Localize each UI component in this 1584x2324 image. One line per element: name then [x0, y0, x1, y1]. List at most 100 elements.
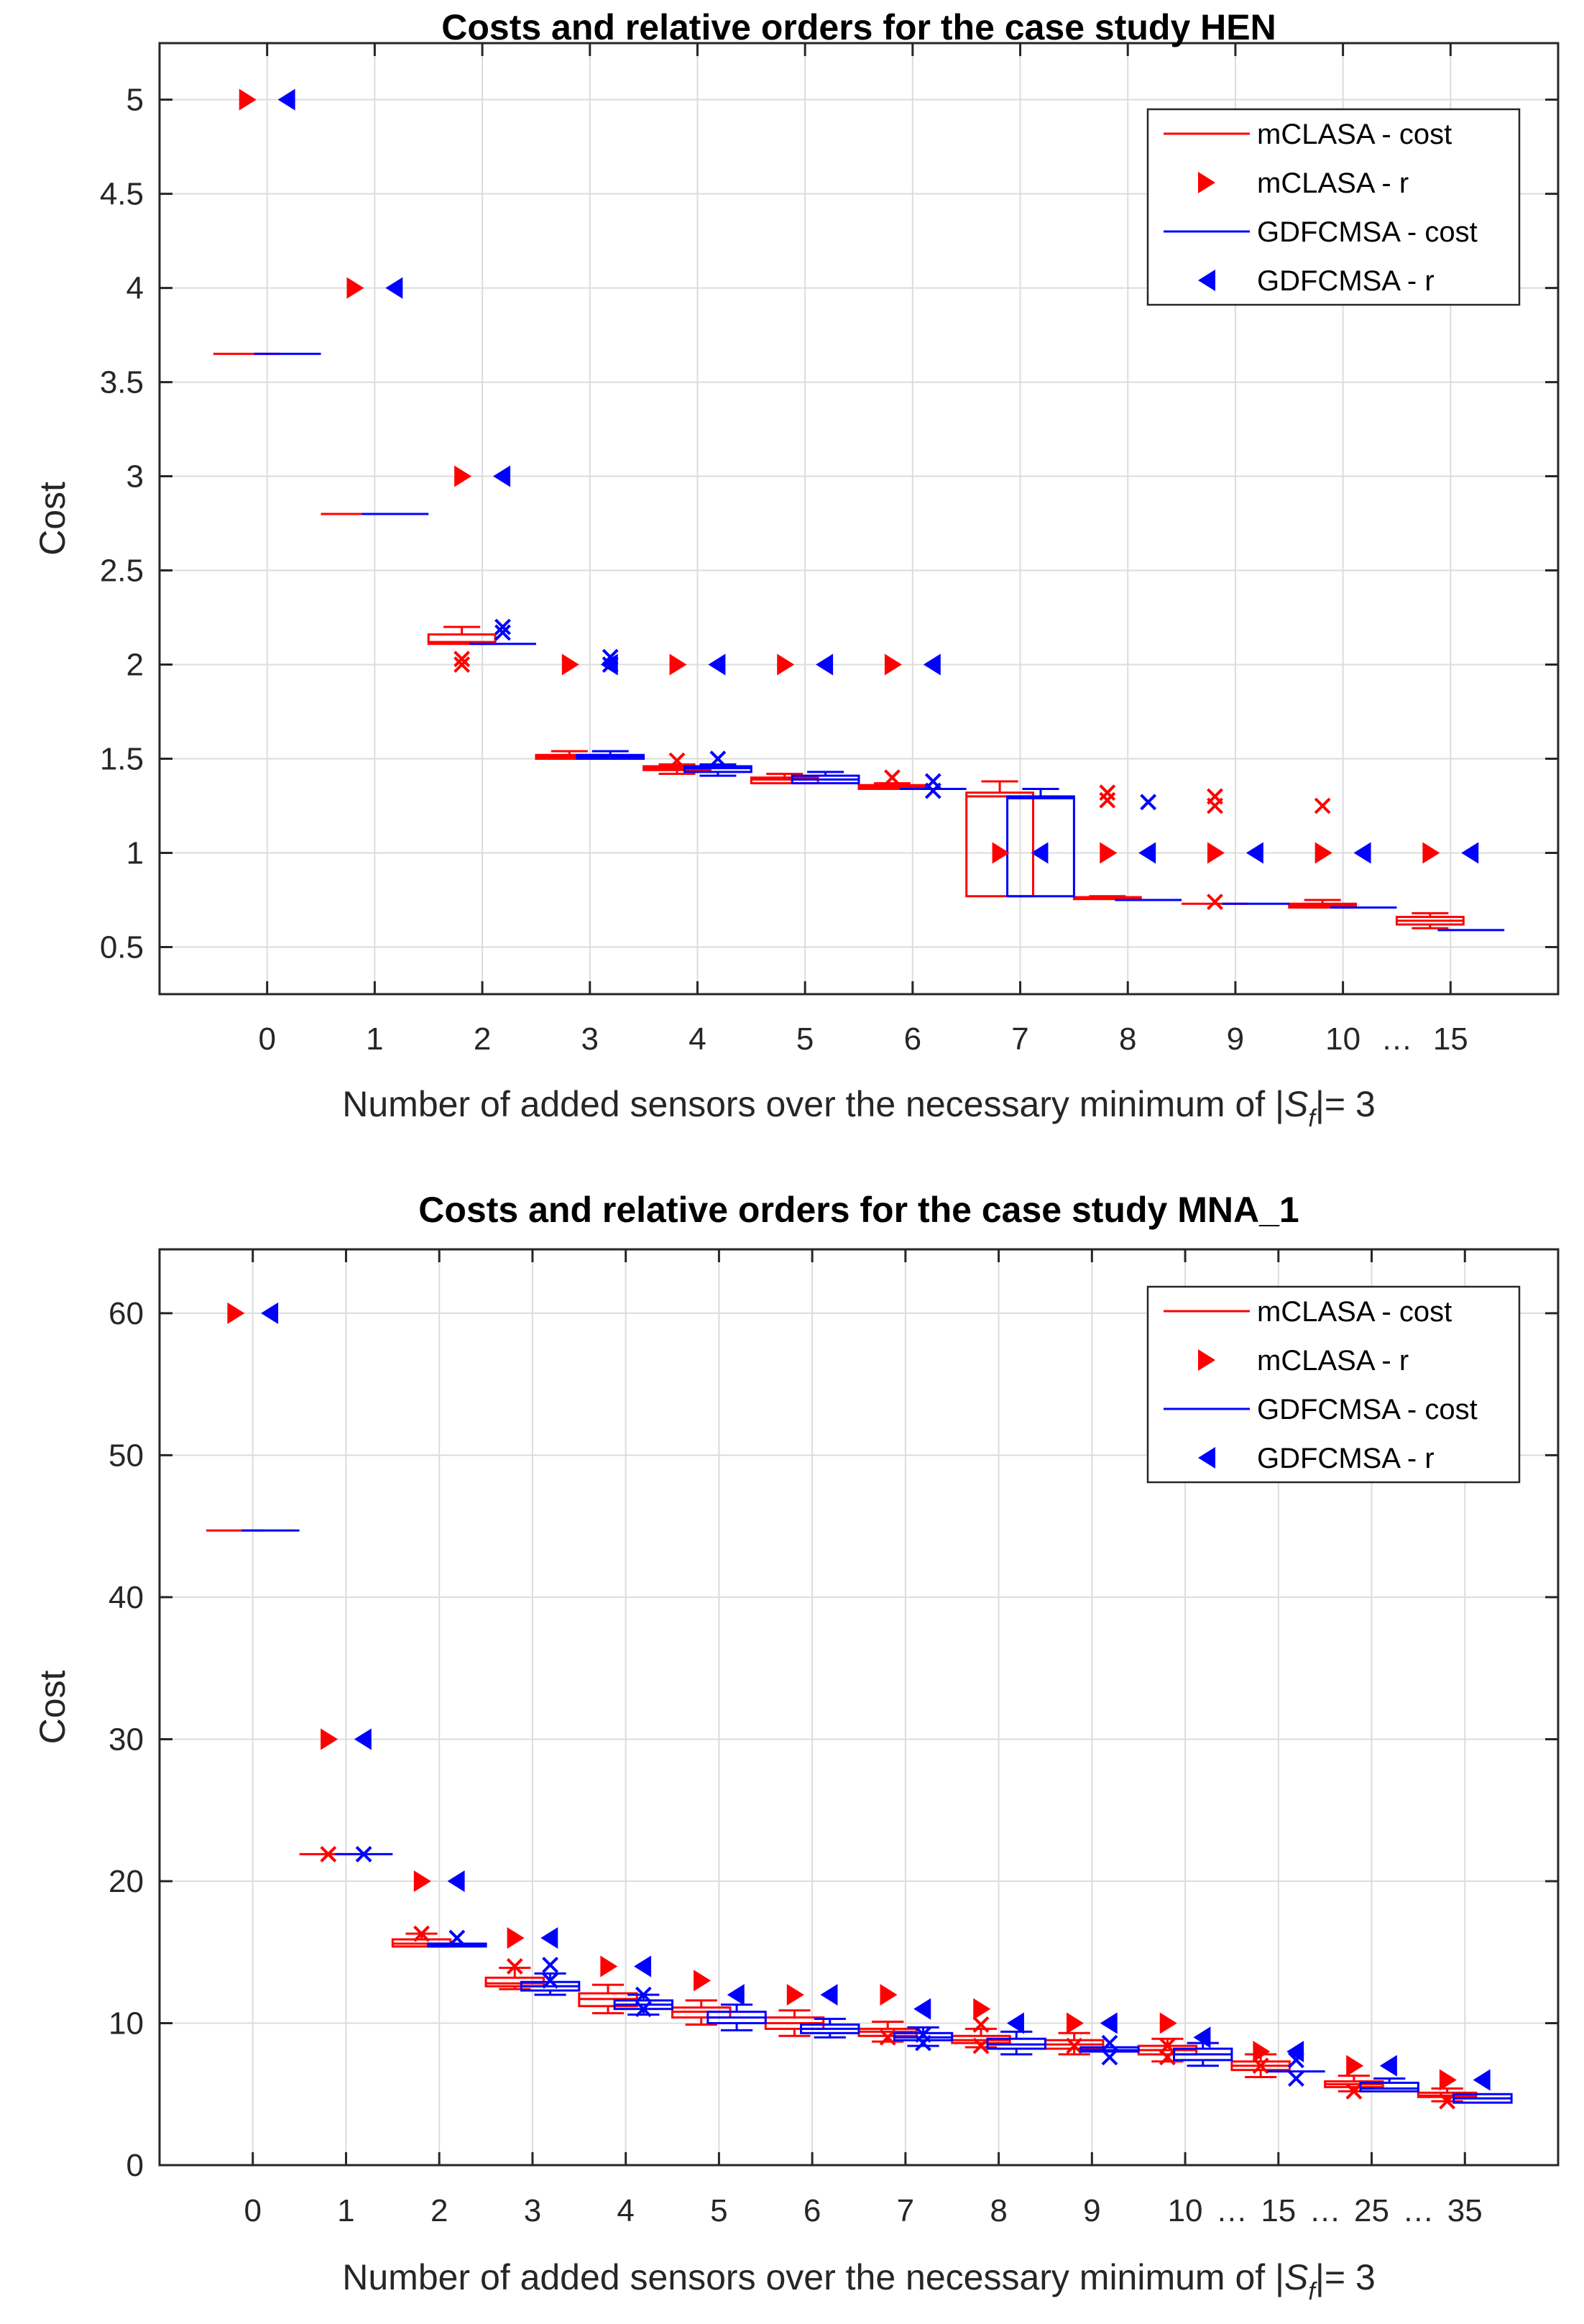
- mclasa-r-marker: [884, 653, 902, 676]
- mclasa-cost-outlier: [1159, 2049, 1176, 2066]
- gdfcmsa-cost-box: [1079, 2046, 1140, 2053]
- gdfcmsa-r-marker: [1379, 2054, 1397, 2077]
- mclasa-cost-outlier: [1099, 784, 1116, 802]
- mclasa-cost-outlier: [1252, 2057, 1269, 2075]
- x-tick-label: 0: [244, 2193, 261, 2228]
- gdfcmsa-cost-box: [800, 2018, 860, 2039]
- x-tick-label: 6: [904, 1021, 921, 1057]
- x-tick-label: 1: [337, 2193, 354, 2228]
- y-tick-label: 0.5: [100, 930, 144, 965]
- x-tick-label: 10: [1325, 1021, 1360, 1057]
- outlier-x: [1140, 794, 1157, 811]
- gdfcmsa-r-marker: [1006, 2012, 1024, 2034]
- gdfcmsa-r-marker: [1461, 842, 1479, 864]
- gdfcmsa-r-marker: [493, 465, 511, 487]
- y-axis-label: Cost: [32, 482, 73, 556]
- legend-marker: [1198, 270, 1215, 291]
- gdfcmsa-r-marker: [1100, 2012, 1118, 2034]
- outlier-x: [355, 1846, 372, 1863]
- gdfcmsa-r-marker: [727, 1983, 745, 2006]
- x-label-text: Number of added sensors over the necessa…: [342, 1084, 1284, 1124]
- gdfcmsa-cost-outlier: [1101, 2049, 1118, 2066]
- mclasa-r-marker: [1066, 2012, 1084, 2034]
- x-tick-label: 5: [710, 2193, 727, 2228]
- mclasa-cost-outlier: [972, 2016, 990, 2033]
- y-axis-label: Cost: [32, 1670, 73, 1744]
- mclasa-r-marker: [1346, 2054, 1364, 2077]
- mclasa-r-marker: [1439, 2069, 1457, 2091]
- gdfcmsa-r-marker: [1473, 2069, 1491, 2091]
- mclasa-r-marker: [669, 653, 687, 676]
- mclasa-cost-outlier: [1439, 2093, 1456, 2110]
- gdfcmsa-r-marker: [354, 1728, 372, 1750]
- legend: mCLASA - cost mCLASA - r GDFCMSA - cost GDF…: [1146, 1285, 1521, 1484]
- gdfcmsa-cost-outlier: [924, 782, 941, 799]
- gdfcmsa-r-marker: [261, 1302, 279, 1324]
- legend-label: GDFCMSA - cost: [1257, 216, 1478, 248]
- gdfcmsa-cost-outlier: [635, 1986, 652, 2003]
- outlier-x: [1207, 894, 1223, 911]
- mclasa-r-marker: [321, 1728, 339, 1750]
- outlier-x: [1101, 2034, 1118, 2052]
- mclasa-cost-outlier: [1099, 791, 1116, 809]
- x-axis-label: Number of added sensors over the necessa…: [342, 1084, 1376, 1132]
- gdfcmsa-cost-outlier: [1288, 2070, 1304, 2087]
- outlier-x: [635, 1986, 652, 2003]
- y-tick-label: 10: [109, 2006, 144, 2041]
- mclasa-r-marker: [413, 1870, 431, 1892]
- legend-label: GDFCMSA - r: [1257, 265, 1435, 297]
- x-tick-label: 3: [524, 2193, 541, 2228]
- axes-box: [158, 42, 1560, 996]
- gdfcmsa-r-marker: [1031, 842, 1049, 864]
- mclasa-cost-box: [965, 780, 1035, 898]
- gdfcmsa-r-marker: [277, 88, 295, 111]
- gdfcmsa-r-marker: [708, 653, 726, 676]
- x-tick-label: 1: [366, 1021, 383, 1057]
- x-tick-label: 15: [1261, 2193, 1296, 2228]
- mclasa-cost-outlier: [972, 2037, 990, 2054]
- y-tick-label: 40: [109, 1580, 144, 1615]
- gdfcmsa-cost-box: [986, 2030, 1046, 2056]
- mclasa-cost-outlier: [879, 2029, 896, 2046]
- gdfcmsa-cost-outlier: [494, 624, 511, 641]
- mclasa-cost-box: [578, 1983, 638, 2015]
- legend-label: mCLASA - r: [1257, 1345, 1409, 1377]
- x-tick-label: 6: [803, 2193, 821, 2228]
- mclasa-r-marker: [507, 1926, 525, 1949]
- mclasa-r-marker: [1207, 842, 1225, 864]
- y-tick-label: 2.5: [100, 554, 144, 589]
- x-tick-label: 7: [897, 2193, 914, 2228]
- gdfcmsa-cost-outlier: [1101, 2034, 1118, 2052]
- y-tick-label: 3.5: [100, 365, 144, 400]
- gdfcmsa-cost-box: [706, 2003, 767, 2031]
- mclasa-cost-outlier: [453, 656, 471, 673]
- gdfcmsa-r-marker: [385, 277, 403, 299]
- axes-box: [158, 1248, 1560, 2167]
- outlier-x: [972, 2016, 990, 2033]
- mclasa-r-marker: [239, 88, 257, 111]
- gdfcmsa-r-marker: [1245, 842, 1263, 864]
- chart-title: Costs and relative orders for the case s…: [418, 1190, 1299, 1230]
- legend-marker: [1198, 1447, 1215, 1469]
- x-tick-label: 25: [1354, 2193, 1389, 2228]
- mclasa-r-marker: [880, 1983, 898, 2006]
- gdfcmsa-r-marker: [1353, 842, 1371, 864]
- y-tick-label: 30: [109, 1722, 144, 1757]
- x-tick-label: 9: [1227, 1021, 1244, 1057]
- outlier-x: [635, 2001, 652, 2018]
- outlier-x: [1099, 784, 1116, 802]
- outlier-x: [1252, 2057, 1269, 2075]
- x-tick-ellipsis: …: [1216, 2193, 1248, 2228]
- gdfcmsa-r-marker: [1193, 2026, 1211, 2049]
- box-iqr: [1359, 2081, 1419, 2093]
- x-axis-label: Number of added sensors over the necessa…: [342, 2257, 1376, 2305]
- legend-box: [1146, 1285, 1521, 1484]
- chart-0: 0.5 1 1.5 2 2.5 3 3.5 4 4.5 5 0 1 2 3 4 5 6 7 8 9 10 15 … Costs…: [32, 7, 1560, 1132]
- x-tick-ellipsis: …: [1309, 2193, 1341, 2228]
- outlier-x: [1288, 2070, 1304, 2087]
- gdfcmsa-cost-box: [683, 763, 752, 777]
- gdfcmsa-cost-outlier: [915, 2034, 931, 2052]
- outlier-x: [413, 1925, 430, 1942]
- mclasa-cost-box: [764, 2009, 825, 2037]
